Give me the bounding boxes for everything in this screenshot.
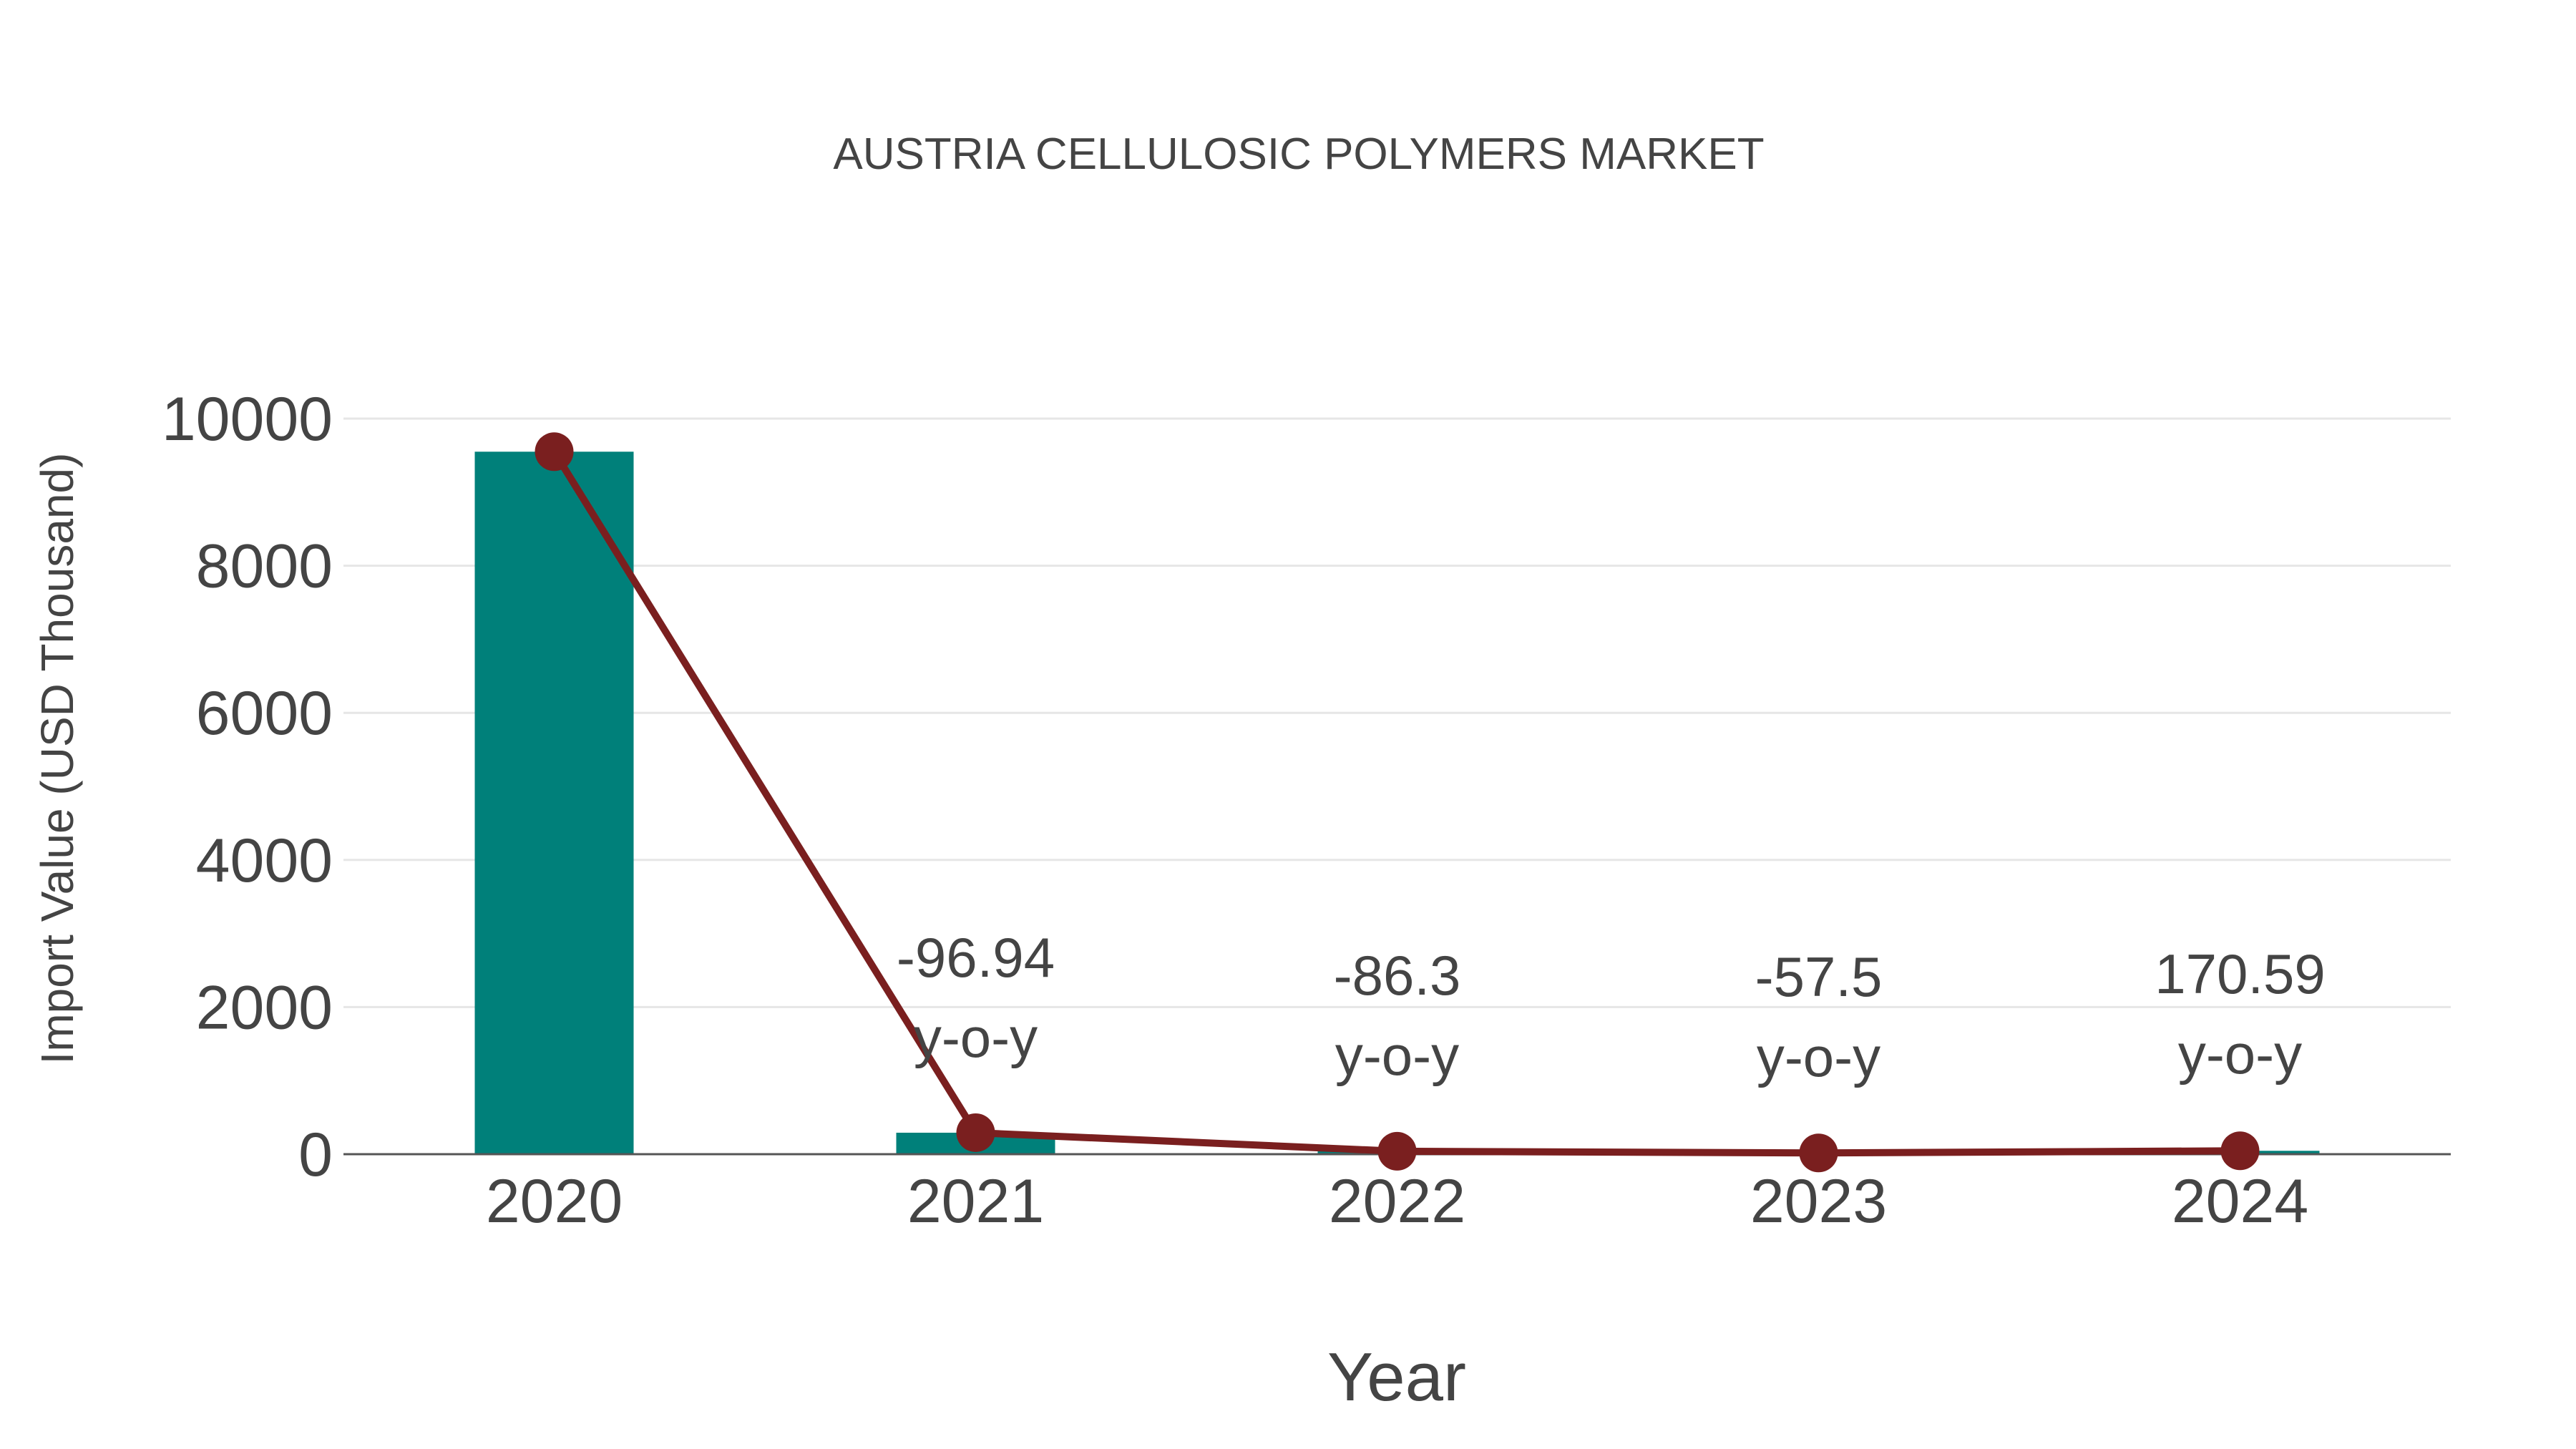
chart-title: AUSTRIA CELLULOSIC POLYMERS MARKET: [833, 130, 1765, 179]
x-tick-label: 2023: [1750, 1167, 1887, 1236]
x-tick-label: 2024: [2172, 1167, 2308, 1236]
trend-marker: [1377, 1131, 1417, 1171]
y-tick-label: 2000: [196, 973, 333, 1042]
yoy-label: y-o-y: [2178, 1023, 2302, 1085]
yoy-value: -86.3: [1334, 944, 1461, 1007]
y-tick-label: 10000: [162, 385, 333, 454]
x-tick-label: 2020: [486, 1167, 623, 1236]
yoy-label: y-o-y: [1757, 1025, 1880, 1088]
yoy-label: y-o-y: [1335, 1024, 1459, 1087]
yoy-label: y-o-y: [914, 1006, 1038, 1069]
trend-marker: [1799, 1133, 1838, 1173]
trend-marker: [2220, 1131, 2260, 1171]
x-axis-label: Year: [1327, 1339, 1466, 1415]
trend-marker: [535, 432, 574, 472]
x-tick-label: 2021: [907, 1167, 1044, 1236]
x-tick-label: 2022: [1329, 1167, 1465, 1236]
yoy-value: 170.59: [2155, 942, 2326, 1005]
y-tick-label: 0: [298, 1121, 333, 1189]
yoy-value: -57.5: [1755, 945, 1883, 1008]
trend-marker: [956, 1113, 995, 1152]
yoy-value: -96.94: [897, 926, 1055, 989]
y-tick-label: 4000: [196, 826, 333, 895]
y-tick-label: 6000: [196, 679, 333, 748]
y-tick-label: 8000: [196, 532, 333, 601]
bar: [474, 452, 634, 1154]
